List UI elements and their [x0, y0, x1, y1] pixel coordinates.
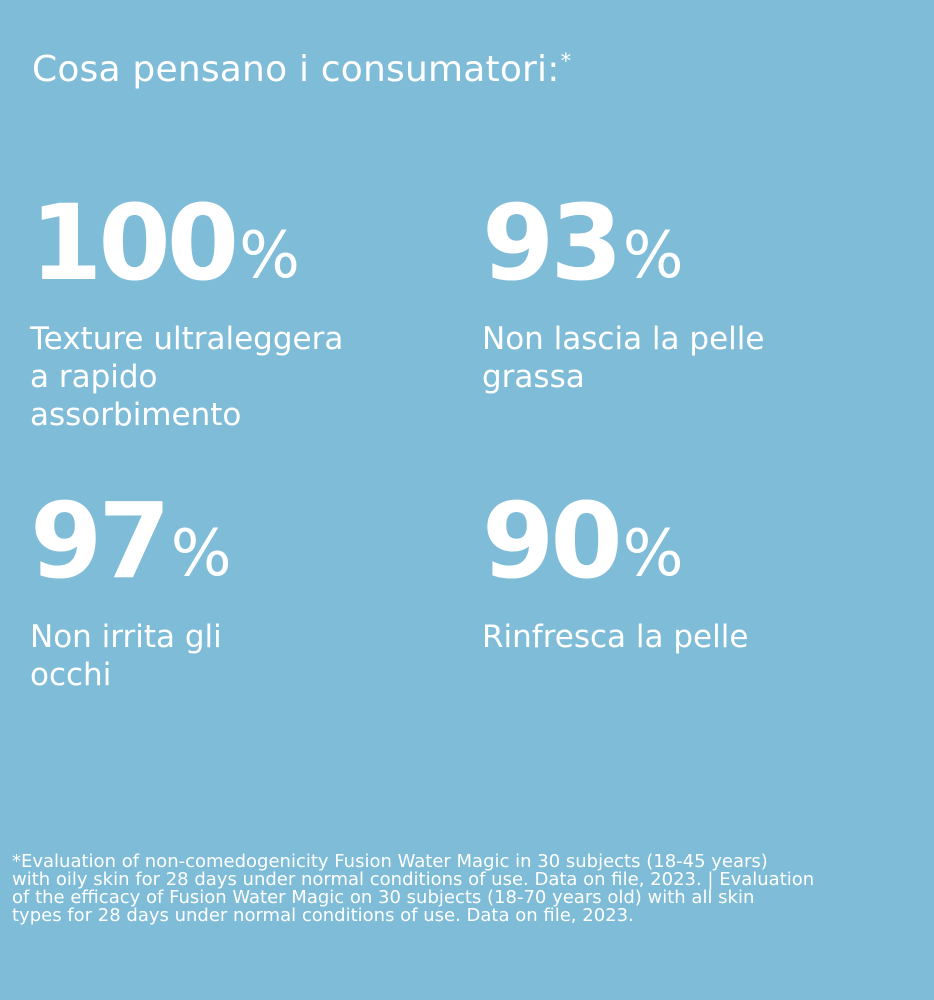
percent-sign: % [622, 219, 684, 293]
stat-description: Texture ultraleggera a rapido assorbimen… [30, 321, 344, 433]
stat-number: 90 [482, 480, 623, 603]
title-footnote-marker: * [560, 49, 572, 73]
stat-value: 93 % [482, 178, 902, 305]
stat-value: 90 % [482, 476, 902, 603]
percent-sign: % [239, 219, 300, 293]
stat-number: 93 [482, 182, 623, 305]
footnote-text: *Evaluation of non-comedogenicity Fusion… [12, 851, 815, 926]
stat-number: 97 [30, 480, 171, 603]
stat-card-non-greasy: 93 % Non lascia la pelle grassa [482, 178, 902, 396]
page-title: Cosa pensano i consumatori:* [32, 49, 572, 90]
stat-value: 100 % [30, 178, 450, 305]
stat-card-refreshing: 90 % Rinfresca la pelle [482, 476, 902, 656]
stat-value: 97 % [30, 476, 450, 603]
stat-card-no-eye-irritation: 97 % Non irrita gli occhi [30, 476, 450, 694]
percent-sign: % [170, 517, 232, 591]
stat-description: Rinfresca la pelle [482, 619, 749, 655]
page-title-text: Cosa pensano i consumatori: [32, 49, 560, 90]
percent-sign: % [622, 517, 684, 591]
stat-description: Non irrita gli occhi [30, 619, 222, 693]
stat-card-texture: 100 % Texture ultraleggera a rapido asso… [30, 178, 450, 434]
stat-description: Non lascia la pelle grassa [482, 321, 765, 395]
stat-number: 100 [30, 182, 239, 305]
